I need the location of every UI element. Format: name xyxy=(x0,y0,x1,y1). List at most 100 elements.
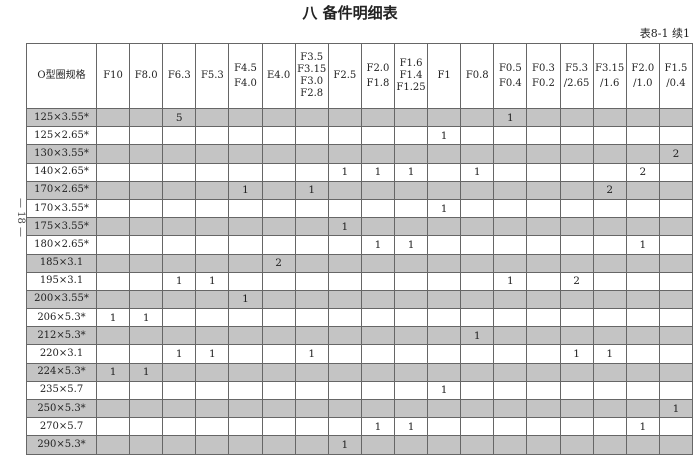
header-col: F1.5/0.4 xyxy=(658,43,694,109)
spec-cell: 125×3.55* xyxy=(26,107,97,128)
quantity-cell xyxy=(95,435,131,455)
page-title: 八 备件明细表 xyxy=(302,4,398,22)
quantity-cell xyxy=(95,144,131,164)
quantity-cell xyxy=(493,198,528,219)
quantity-cell xyxy=(427,326,462,346)
quantity-cell xyxy=(493,144,528,164)
quantity-cell xyxy=(95,398,131,419)
header-col: F2.0/1.0 xyxy=(625,43,660,109)
quantity-cell xyxy=(129,253,164,273)
quantity-cell xyxy=(327,198,362,219)
header-line: E4.0 xyxy=(267,70,291,81)
quantity-cell: 1 xyxy=(228,180,263,200)
quantity-cell xyxy=(95,180,131,200)
spec-cell: 200×3.55* xyxy=(26,289,97,310)
quantity-cell xyxy=(559,162,594,182)
quantity-cell xyxy=(228,362,263,382)
header-col: F3.5 F3.15 F3.0 F2.8 xyxy=(294,43,329,109)
quantity-cell xyxy=(228,308,263,328)
quantity-cell: 2 xyxy=(592,180,627,200)
quantity-cell xyxy=(393,144,429,164)
quantity-cell xyxy=(294,398,329,419)
quantity-cell xyxy=(261,271,296,291)
quantity-cell xyxy=(393,326,429,346)
quantity-cell xyxy=(95,126,131,146)
quantity-cell xyxy=(129,107,164,128)
quantity-cell xyxy=(393,198,429,219)
quantity-cell xyxy=(327,107,362,128)
quantity-cell xyxy=(460,417,495,437)
quantity-cell xyxy=(360,126,395,146)
quantity-cell xyxy=(360,380,395,401)
table-row: 224×5.3* 1 1 xyxy=(26,362,694,382)
quantity-cell: 1 xyxy=(559,344,594,364)
quantity-cell xyxy=(195,144,230,164)
quantity-cell xyxy=(559,198,594,219)
quantity-cell xyxy=(95,162,131,182)
table-number: 表8-1 续1 xyxy=(639,27,690,40)
quantity-cell xyxy=(625,380,660,401)
quantity-cell xyxy=(493,180,528,200)
header-line: F6.3 xyxy=(167,70,191,81)
quantity-cell xyxy=(526,253,561,273)
header-line: F0.8 xyxy=(465,70,489,81)
quantity-cell xyxy=(129,144,164,164)
quantity-cell xyxy=(95,380,131,401)
header-line: F4.0 xyxy=(234,77,257,89)
quantity-cell xyxy=(129,235,164,255)
spec-cell: 140×2.65* xyxy=(26,162,97,182)
header-col: F2.0 F1.8 xyxy=(360,43,395,109)
quantity-cell: 1 xyxy=(95,308,131,328)
quantity-cell xyxy=(327,380,362,401)
quantity-cell xyxy=(460,398,495,419)
quantity-cell xyxy=(162,198,197,219)
quantity-cell xyxy=(427,180,462,200)
spec-cell: 175×3.55* xyxy=(26,217,97,237)
spec-cell: 130×3.55* xyxy=(26,144,97,164)
quantity-cell xyxy=(327,126,362,146)
quantity-cell xyxy=(526,308,561,328)
quantity-cell xyxy=(559,417,594,437)
quantity-cell xyxy=(592,198,627,219)
quantity-cell xyxy=(360,289,395,310)
quantity-cell xyxy=(526,107,561,128)
quantity-cell: 1 xyxy=(393,162,429,182)
quantity-cell xyxy=(327,344,362,364)
quantity-cell xyxy=(294,380,329,401)
quantity-cell xyxy=(427,235,462,255)
header-line: F1.4 xyxy=(399,70,423,81)
header-line: /0.4 xyxy=(666,77,686,89)
quantity-cell xyxy=(261,144,296,164)
quantity-cell xyxy=(625,180,660,200)
quantity-cell xyxy=(261,326,296,346)
quantity-cell xyxy=(526,198,561,219)
quantity-cell xyxy=(393,380,429,401)
quantity-cell xyxy=(195,308,230,328)
quantity-cell xyxy=(261,107,296,128)
spec-cell: 212×5.3* xyxy=(26,326,97,346)
quantity-cell xyxy=(294,435,329,455)
quantity-cell xyxy=(625,398,660,419)
quantity-cell xyxy=(129,435,164,455)
quantity-cell xyxy=(294,417,329,437)
quantity-cell xyxy=(162,362,197,382)
quantity-cell xyxy=(360,253,395,273)
quantity-cell xyxy=(294,362,329,382)
header-line: F2.5 xyxy=(333,70,357,81)
quantity-cell xyxy=(129,271,164,291)
quantity-cell xyxy=(658,235,694,255)
quantity-cell xyxy=(95,217,131,237)
quantity-cell xyxy=(360,271,395,291)
quantity-cell xyxy=(95,289,131,310)
quantity-cell xyxy=(592,253,627,273)
quantity-cell: 1 xyxy=(360,417,395,437)
quantity-cell xyxy=(658,107,694,128)
header-line: F2.0 xyxy=(366,62,390,74)
spec-cell: 125×2.65* xyxy=(26,126,97,146)
quantity-cell: 1 xyxy=(360,235,395,255)
table-row: 180×2.65* 1 1 1 xyxy=(26,235,694,255)
quantity-cell xyxy=(294,217,329,237)
quantity-cell xyxy=(327,326,362,346)
quantity-cell xyxy=(526,435,561,455)
quantity-cell xyxy=(592,162,627,182)
